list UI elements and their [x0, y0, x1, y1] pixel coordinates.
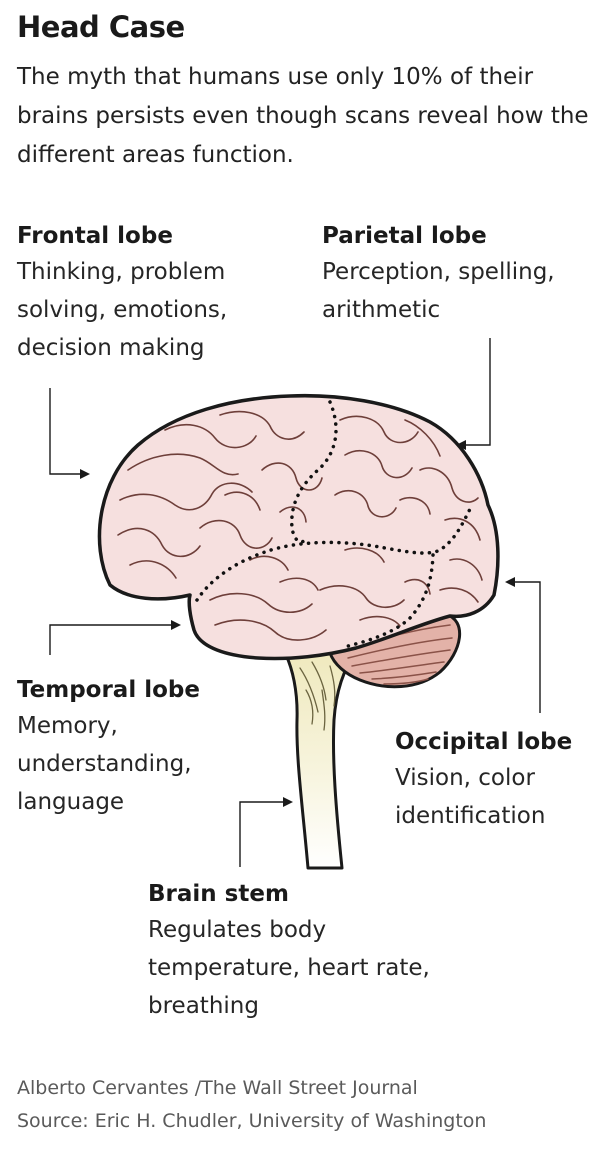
lobe-boundaries — [195, 400, 474, 648]
temporal-lobe-label: Temporal lobe Memory, understanding, lan… — [17, 673, 237, 821]
diagram-title: Head Case — [17, 10, 185, 44]
brain-stem-name: Brain stem — [148, 881, 289, 907]
temporal-arrow-line — [49, 624, 172, 655]
parietal-lobe-desc-line-2: arithmetic — [322, 297, 441, 323]
brain-stem-texture — [299, 661, 336, 731]
callout-lines — [49, 338, 541, 867]
frontal-lobe-desc-line-3: decision making — [17, 335, 205, 361]
parietal-arrow-line — [464, 338, 491, 446]
stem-arrow-line — [239, 801, 285, 867]
brain-stem-desc-line-3: breathing — [148, 993, 259, 1019]
brain-stem-shape — [284, 648, 359, 870]
occipital-lobe-desc-line-2: identification — [395, 803, 546, 829]
occipital-arrow-line — [514, 581, 541, 713]
lateral-sulcus-line — [195, 503, 474, 602]
cerebrum-shape — [97, 393, 500, 661]
parietal-lobe-name: Parietal lobe — [322, 223, 487, 249]
frontal-lobe-name: Frontal lobe — [17, 223, 173, 249]
frontal-arrowhead — [80, 469, 90, 479]
occipital-boundary-line — [346, 553, 435, 648]
temporal-arrowhead — [171, 620, 181, 630]
central-sulcus-line — [290, 400, 338, 544]
cerebrum-gyri — [117, 410, 483, 641]
occipital-lobe-label: Occipital lobe Vision, color identificat… — [395, 725, 595, 835]
frontal-lobe-label: Frontal lobe Thinking, problem solving, … — [17, 219, 287, 367]
temporal-lobe-desc-line-3: language — [17, 789, 125, 815]
frontal-arrow-line — [49, 388, 82, 475]
brain-stem-desc-line-2: temperature, heart rate, — [148, 955, 430, 981]
occipital-lobe-name: Occipital lobe — [395, 729, 573, 755]
parietal-lobe-label: Parietal lobe Perception, spelling, arit… — [322, 219, 592, 329]
frontal-lobe-desc-line-1: Thinking, problem — [17, 259, 226, 285]
brain-stem-label: Brain stem Regulates body temperature, h… — [148, 877, 478, 1025]
stem-arrowhead — [283, 797, 293, 807]
temporal-lobe-desc-line-2: understanding, — [17, 751, 192, 777]
author-credit: Alberto Cervantes /The Wall Street Journ… — [17, 1077, 418, 1099]
brain-stem-desc-line-1: Regulates body — [148, 917, 327, 943]
source-credit: Source: Eric H. Chudler, University of W… — [17, 1110, 487, 1132]
occipital-arrowhead — [505, 577, 515, 587]
temporal-lobe-desc-line-1: Memory, — [17, 713, 118, 739]
frontal-lobe-desc-line-2: solving, emotions, — [17, 297, 228, 323]
diagram-subtitle: The myth that humans use only 10% of the… — [17, 64, 589, 168]
credits: Alberto Cervantes /The Wall Street Journ… — [17, 1072, 486, 1138]
callout-arrowheads — [80, 440, 515, 807]
temporal-lobe-name: Temporal lobe — [17, 677, 200, 703]
occipital-lobe-desc-line-1: Vision, color — [395, 765, 535, 791]
parietal-lobe-desc-line-1: Perception, spelling, — [322, 259, 555, 285]
parietal-arrowhead — [456, 440, 466, 450]
